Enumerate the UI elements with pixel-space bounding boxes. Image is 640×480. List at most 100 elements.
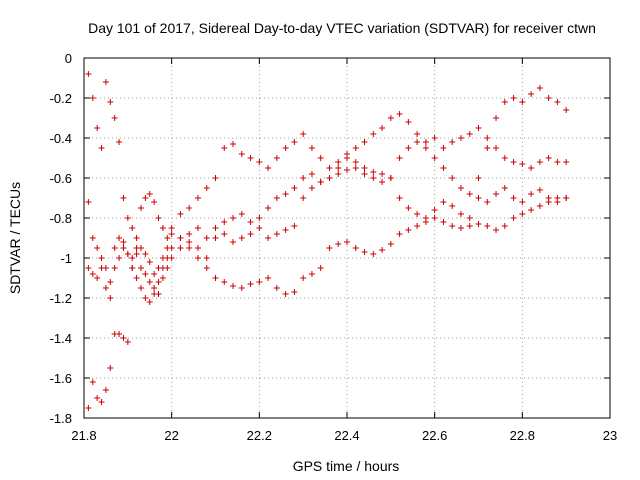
data-point	[335, 165, 342, 171]
data-point	[265, 205, 272, 211]
data-point	[519, 211, 526, 217]
data-point	[396, 195, 403, 201]
data-point	[164, 235, 171, 241]
x-axis-label: GPS time / hours	[293, 458, 400, 474]
data-point	[85, 405, 92, 411]
data-point	[238, 285, 245, 291]
data-point	[230, 239, 237, 245]
data-point	[291, 223, 298, 229]
data-point	[300, 195, 307, 201]
data-point	[440, 219, 447, 225]
data-point	[493, 227, 500, 233]
y-tick-label: -1.8	[50, 411, 72, 426]
data-point	[379, 171, 386, 177]
series-track-c	[85, 111, 570, 411]
data-point	[194, 195, 201, 201]
data-point	[230, 141, 237, 147]
data-point	[431, 207, 438, 213]
data-point	[519, 99, 526, 105]
data-point	[493, 115, 500, 121]
data-point	[164, 245, 171, 251]
data-point	[133, 251, 140, 257]
data-point	[177, 211, 184, 217]
data-point	[361, 171, 368, 177]
data-point	[449, 203, 456, 209]
y-tick-label: -1	[60, 251, 72, 266]
data-point	[238, 151, 245, 157]
data-point	[120, 335, 127, 341]
data-point	[116, 139, 123, 145]
data-point	[212, 225, 219, 231]
data-point	[151, 271, 158, 277]
data-point	[94, 275, 101, 281]
data-point	[265, 165, 272, 171]
data-point	[102, 387, 109, 393]
data-point	[273, 195, 280, 201]
data-point	[466, 215, 473, 221]
data-point	[177, 245, 184, 251]
data-point	[116, 235, 123, 241]
data-point	[554, 159, 561, 165]
y-tick-labels: 0 -0.2 -0.4 -0.6 -0.8 -1 -1.2 -1.4 -1.6 -1.8	[50, 51, 72, 426]
data-point	[352, 145, 359, 151]
data-point	[352, 245, 359, 251]
data-point	[273, 285, 280, 291]
data-point	[405, 205, 412, 211]
data-point	[177, 235, 184, 241]
data-point	[129, 265, 136, 271]
data-point	[563, 159, 570, 165]
y-tick-label: -1.6	[50, 371, 72, 386]
data-point	[291, 185, 298, 191]
data-point	[405, 119, 412, 125]
data-point	[164, 265, 171, 271]
y-tick-label: -1.4	[50, 331, 72, 346]
data-point	[247, 219, 254, 225]
data-point	[291, 139, 298, 145]
data-point	[273, 231, 280, 237]
data-point	[186, 239, 193, 245]
data-point	[300, 175, 307, 181]
data-point	[137, 205, 144, 211]
data-point	[414, 139, 421, 145]
data-point	[168, 255, 175, 261]
data-point	[300, 131, 307, 137]
data-point	[102, 79, 109, 85]
data-point	[510, 159, 517, 165]
data-point	[282, 145, 289, 151]
series-track-d	[85, 139, 570, 297]
data-point	[457, 211, 464, 217]
data-point	[168, 225, 175, 231]
data-point	[120, 245, 127, 251]
data-point	[265, 235, 272, 241]
data-point	[545, 195, 552, 201]
data-point	[449, 175, 456, 181]
data-point	[361, 249, 368, 255]
data-point	[124, 339, 131, 345]
data-point	[133, 235, 140, 241]
data-point	[422, 145, 429, 151]
data-point	[137, 285, 144, 291]
y-tick-label: -0.8	[50, 211, 72, 226]
data-point	[194, 245, 201, 251]
data-point	[431, 215, 438, 221]
data-point	[221, 279, 228, 285]
data-point	[142, 195, 149, 201]
data-point	[98, 399, 105, 405]
data-point	[335, 241, 342, 247]
data-point	[159, 225, 166, 231]
data-point	[440, 145, 447, 151]
data-point	[85, 199, 92, 205]
data-point	[352, 165, 359, 171]
data-point	[137, 265, 144, 271]
data-point	[475, 195, 482, 201]
data-point	[282, 227, 289, 233]
data-point	[308, 185, 315, 191]
data-point	[326, 175, 333, 181]
data-point	[431, 155, 438, 161]
data-point	[370, 251, 377, 257]
data-point	[536, 85, 543, 91]
data-point	[344, 167, 350, 173]
data-point	[102, 285, 109, 291]
data-point	[133, 245, 140, 251]
data-point	[422, 139, 429, 145]
